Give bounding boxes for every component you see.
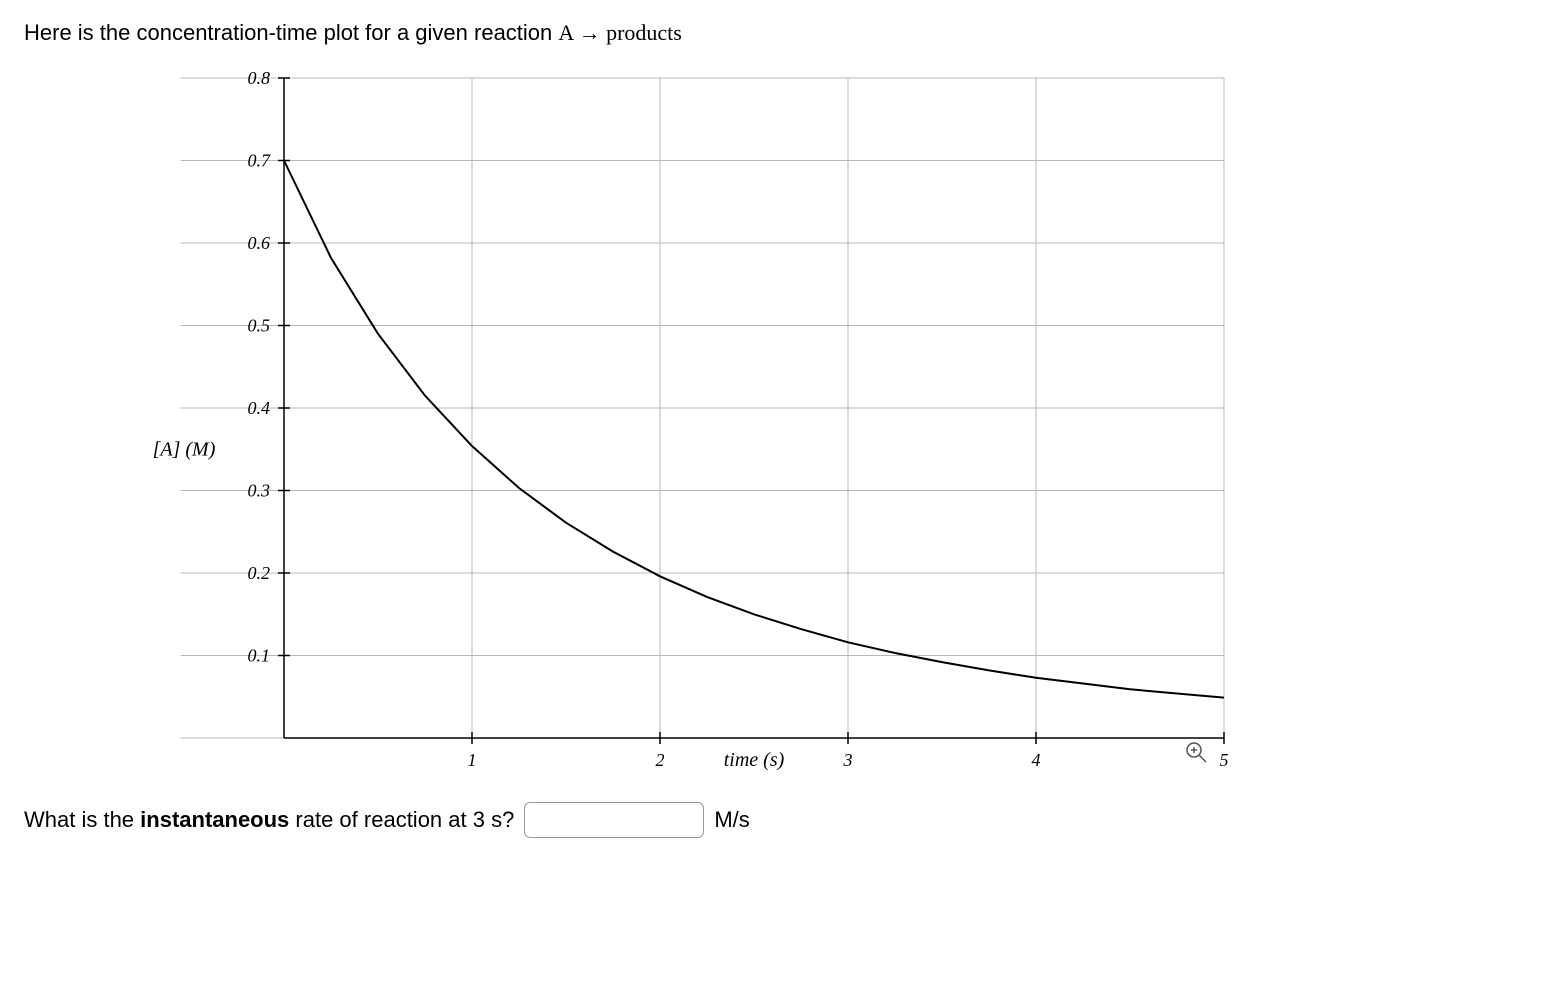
question-text: What is the instantaneous rate of reacti… [24, 807, 514, 833]
svg-text:0.8: 0.8 [248, 68, 271, 88]
svg-text:[A] (M): [A] (M) [153, 438, 216, 460]
svg-text:0.4: 0.4 [248, 398, 271, 418]
svg-text:0.5: 0.5 [248, 316, 271, 336]
svg-text:4: 4 [1032, 750, 1041, 770]
svg-text:time (s): time (s) [724, 749, 785, 771]
reaction-expression: A → products [558, 20, 681, 45]
question-emph: instantaneous [140, 807, 289, 832]
question-suffix: rate of reaction at 3 s? [289, 807, 514, 832]
svg-text:0.7: 0.7 [248, 151, 272, 171]
rate-answer-input[interactable] [524, 802, 704, 838]
intro-prefix: Here is the concentration-time plot for … [24, 20, 558, 45]
question-intro: Here is the concentration-time plot for … [24, 20, 1518, 46]
svg-text:2: 2 [656, 750, 665, 770]
question-row: What is the instantaneous rate of reacti… [24, 802, 1518, 838]
unit-label: M/s [714, 807, 749, 833]
question-prefix: What is the [24, 807, 140, 832]
svg-text:0.2: 0.2 [248, 563, 271, 583]
svg-text:0.3: 0.3 [248, 481, 271, 501]
svg-text:3: 3 [843, 750, 853, 770]
svg-text:5: 5 [1220, 750, 1229, 770]
chart-svg: 0.1 0.2 0.3 0.4 0.5 0.6 0.7 0.8 1 2 3 4 5 time (s) [A]… [84, 58, 1244, 778]
svg-text:1: 1 [468, 750, 477, 770]
zoom-icon[interactable] [1187, 743, 1206, 762]
concentration-time-chart: 0.1 0.2 0.3 0.4 0.5 0.6 0.7 0.8 1 2 3 4 5 time (s) [A]… [84, 58, 1518, 778]
svg-text:0.1: 0.1 [248, 646, 271, 666]
svg-text:0.6: 0.6 [248, 233, 271, 253]
